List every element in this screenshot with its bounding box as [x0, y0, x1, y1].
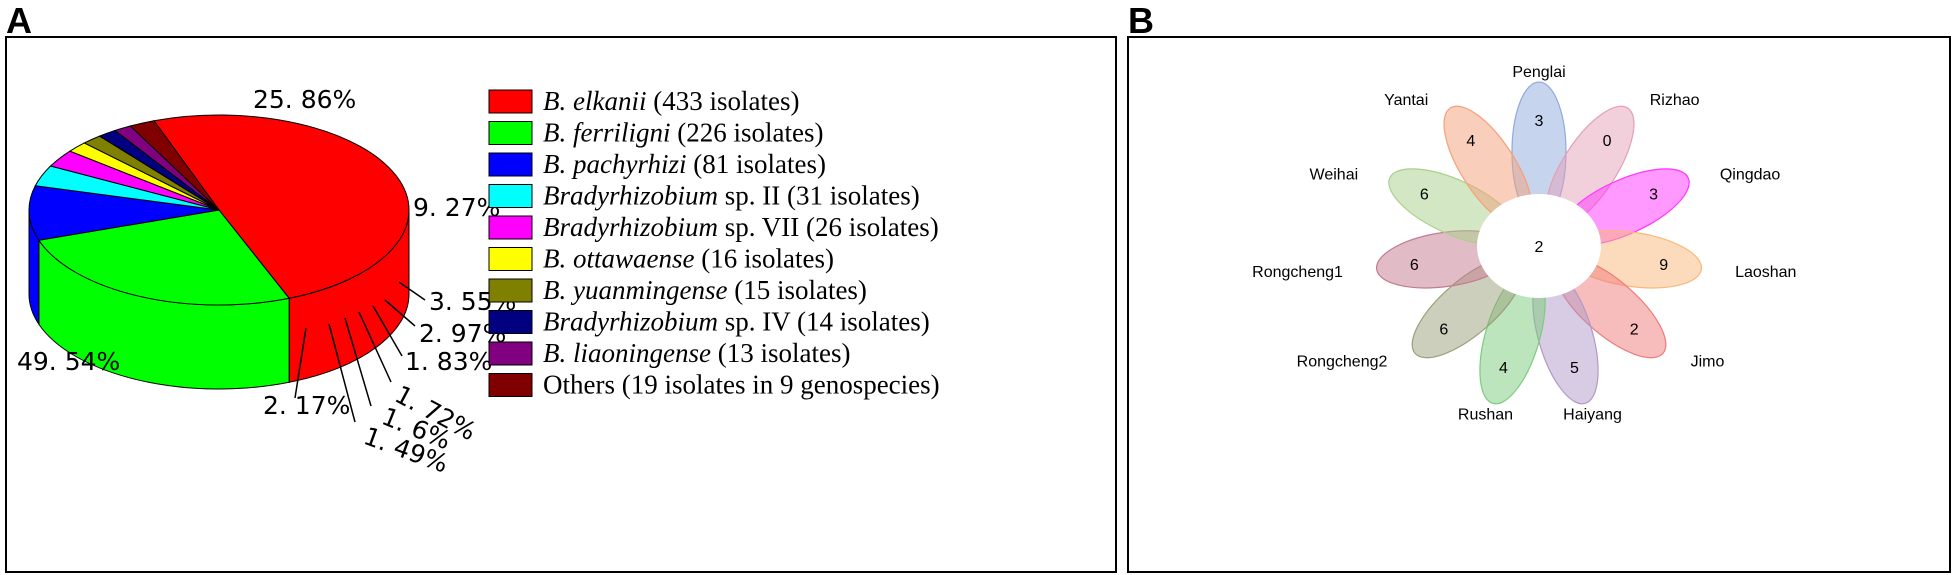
legend-swatch-0	[488, 89, 533, 114]
legend-swatch-5	[488, 247, 533, 271]
legend-entry-3: Bradyrhizobium sp. II (31 isolates)	[543, 181, 920, 211]
petal-value-rongcheng2: 6	[1439, 322, 1448, 339]
legend-entry-9: Others (19 isolates in 9 genospecies)	[543, 370, 940, 400]
petal-label-laoshan: Laoshan	[1735, 264, 1796, 281]
legend-entry-2: B. pachyrhizi (81 isolates)	[543, 149, 826, 179]
pie-slice-2	[28, 185, 220, 241]
legend-swatch-4	[488, 215, 533, 240]
petal-value-qingdao: 3	[1649, 187, 1658, 204]
pie-leader-line-7	[344, 317, 372, 407]
legend-swatch-3	[488, 184, 533, 208]
pie-data-label-2: 9. 27%	[413, 193, 500, 222]
pie-slice-9	[129, 120, 220, 211]
petal-label-qingdao: Qingdao	[1720, 166, 1781, 183]
legend-entry-4: Bradyrhizobium sp. VII (26 isolates)	[543, 212, 939, 242]
legend-swatch-7	[488, 310, 533, 334]
petal-label-yantai: Yantai	[1384, 92, 1428, 109]
pie-data-label-0: 49. 54%	[17, 347, 120, 376]
core-value: 2	[1535, 239, 1544, 256]
legend-entry-1: B. ferriligni (226 isolates)	[543, 118, 823, 148]
core-circle	[1477, 194, 1601, 298]
petal-value-weihai: 6	[1420, 187, 1429, 204]
petal-value-yantai: 4	[1466, 133, 1475, 150]
pie-legend: B. elkanii (433 isolates)B. ferriligni (…	[488, 86, 940, 400]
petal-label-rongcheng2: Rongcheng2	[1297, 353, 1388, 370]
panel-b-letter: B	[1128, 0, 1154, 41]
pie-leader-line-9	[294, 327, 307, 399]
legend-entry-8: B. liaoningense (13 isolates)	[543, 338, 850, 368]
petal-value-rizhao: 0	[1603, 133, 1612, 150]
petal-value-rongcheng1: 6	[1410, 257, 1419, 274]
flower-labels: 3 Penglai 0 Rizhao 3 Qingdao 9 Laoshan 2 Jimo 5 Hai…	[1252, 64, 1796, 424]
legend-swatch-2	[488, 152, 533, 177]
legend-entry-7: Bradyrhizobium sp. IV (14 isolates)	[543, 307, 930, 337]
legend-swatch-6	[488, 278, 533, 303]
petal-value-laoshan: 9	[1659, 257, 1668, 274]
petal-value-haiyang: 5	[1570, 360, 1579, 377]
petal-label-penglai: Penglai	[1512, 64, 1565, 81]
pie-slice-0	[153, 114, 410, 299]
petal-label-rongcheng1: Rongcheng1	[1252, 264, 1343, 281]
pie-leader-line-5	[372, 305, 403, 357]
petal-label-weihai: Weihai	[1310, 166, 1359, 183]
pie-leader-line-6	[358, 311, 392, 383]
petal-label-jimo: Jimo	[1691, 353, 1725, 370]
pie-data-label-5: 1. 83%	[405, 347, 492, 376]
petal-value-rushan: 4	[1499, 360, 1508, 377]
petal-label-rushan: Rushan	[1458, 407, 1513, 424]
panel-a-letter: A	[6, 0, 32, 41]
legend-swatch-8	[488, 341, 533, 366]
pie-side-walls	[28, 209, 410, 390]
petal-value-penglai: 3	[1535, 113, 1544, 130]
petal-label-haiyang: Haiyang	[1563, 407, 1622, 424]
legend-entry-0: B. elkanii (433 isolates)	[543, 86, 799, 116]
pie-chart: 49. 54%25. 86%9. 27%3. 55%2. 97%1. 83%1.…	[17, 85, 940, 479]
pie-top-faces	[28, 114, 410, 306]
legend-swatch-9	[488, 373, 533, 397]
legend-swatch-1	[488, 121, 533, 145]
pie-leader-line-4	[384, 299, 416, 327]
legend-entry-5: B. ottawaense (16 isolates)	[543, 244, 834, 274]
pie-chart-panel: 49. 54% 25. 86% 9. 27% 3. 55% 2. 97% 1. 83% 1.…	[5, 36, 1117, 573]
flower-venn-diagram: 2 3 Penglai 0 Rizhao 3 Qingdao 9 Laoshan 2 Jimo 5 Ha…	[1252, 64, 1796, 424]
legend-entry-6: B. yuanmingense (15 isolates)	[543, 275, 867, 305]
pie-slice-1	[38, 209, 291, 306]
pie-data-label-9: 2. 17%	[263, 391, 350, 420]
petal-value-jimo: 2	[1630, 322, 1639, 339]
pie-data-label-1: 25. 86%	[253, 85, 356, 114]
pie-leader-line-8	[328, 323, 356, 423]
pie-leader-line-3	[398, 281, 426, 301]
petal-label-rizhao: Rizhao	[1650, 92, 1700, 109]
flower-diagram-panel: 2 3 Penglai 0 Rizhao 3 Qingdao 9 Laoshan 2 Jimo 5 Ha…	[1127, 36, 1951, 573]
